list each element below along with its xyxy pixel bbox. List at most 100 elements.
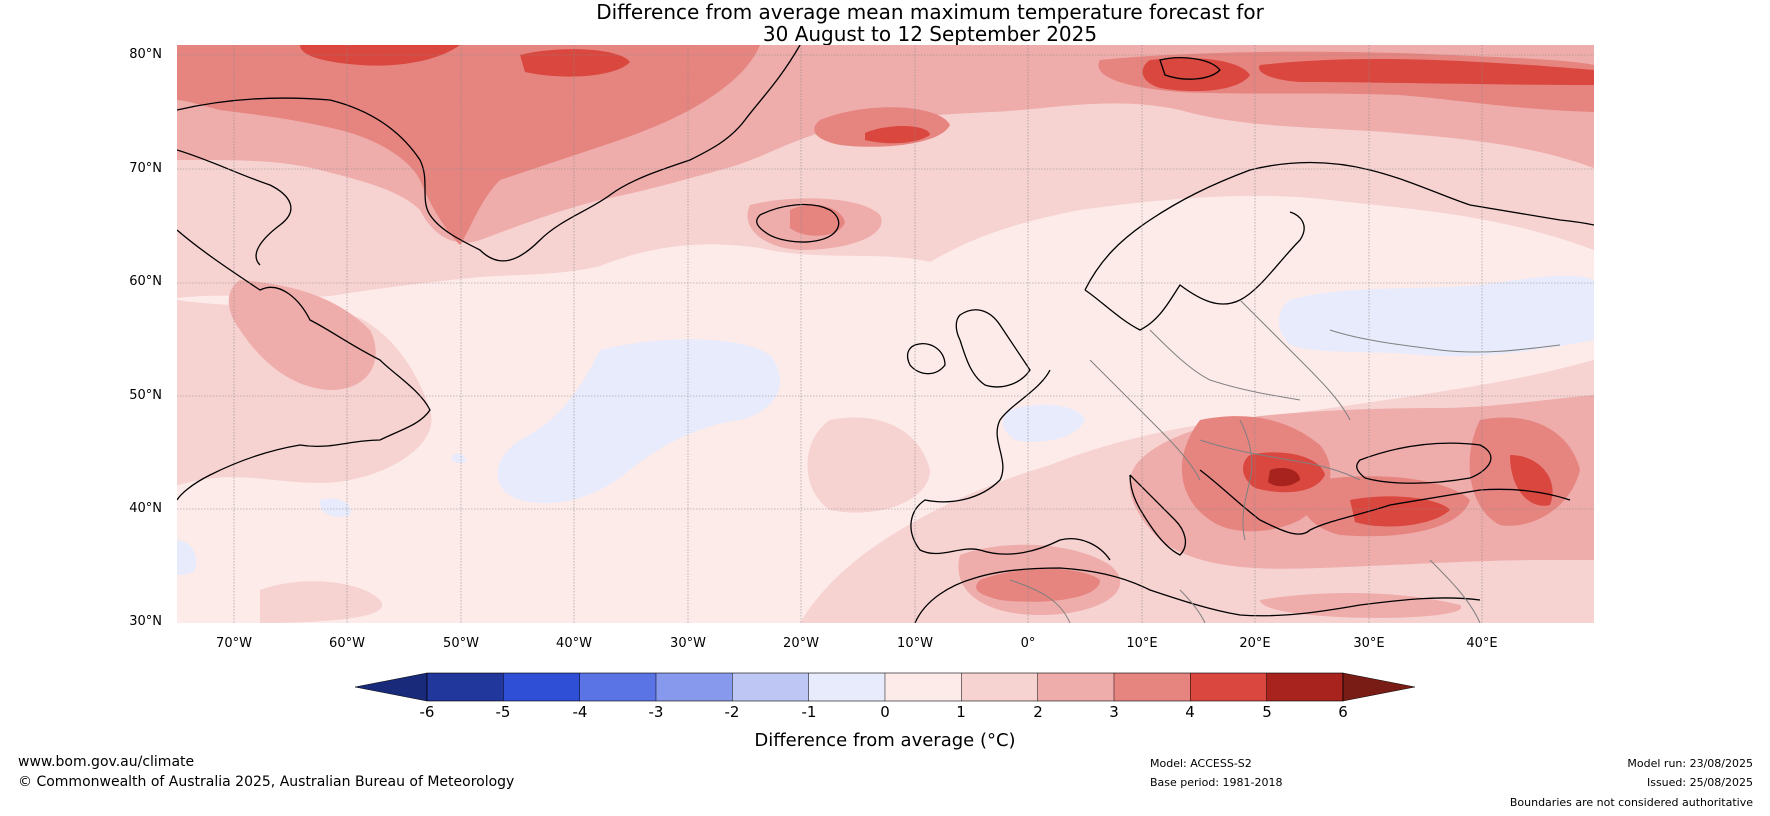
- anomaly-zone-2-3-labrador: [228, 280, 376, 390]
- footer-website: www.bom.gov.au/climate: [18, 754, 195, 770]
- colorbar-segment--6-to--5: [427, 673, 504, 701]
- anomaly-zone-5-6-balkans: [1268, 468, 1300, 487]
- lat-label-40n: 40°N: [129, 501, 162, 516]
- anomaly-zone-3-4-iceland: [790, 204, 845, 236]
- colorbar-tick-neg2: -2: [724, 703, 740, 721]
- border-germany-poland: [1149, 329, 1301, 401]
- colorbar-tick-neg6: -6: [419, 703, 435, 721]
- colorbar-tick-0: 0: [880, 703, 890, 721]
- colorbar: [354, 672, 1416, 702]
- anomaly-zone-3-4-greenland-sea: [177, 45, 760, 245]
- lat-label-30n: 30°N: [129, 614, 162, 629]
- black-sea-coast: [1356, 442, 1492, 484]
- colorbar-tick-1: 1: [956, 703, 966, 721]
- country-borders: [1009, 299, 1561, 623]
- footer-issued: Issued: 25/08/2025: [1646, 776, 1753, 789]
- colorbar-tick-neg4: -4: [572, 703, 588, 721]
- footer-disclaimer: Boundaries are not considered authoritat…: [1509, 796, 1753, 809]
- greenland-coast: [177, 45, 801, 262]
- anomaly-zone-neg1-0-west-edge: [177, 540, 197, 575]
- colorbar-label: Difference from average (°C): [754, 730, 1016, 751]
- anomaly-zone-neg1-0-small-west: [319, 498, 351, 517]
- colorbar-tick-neg3: -3: [648, 703, 664, 721]
- colorbar-extend-over: [1342, 672, 1416, 702]
- lon-label-60w: 60°W: [329, 636, 365, 651]
- lon-label-40w: 40°W: [556, 636, 592, 651]
- scandinavia-south-coast: [1084, 211, 1305, 331]
- colorbar-tick-2: 2: [1033, 703, 1043, 721]
- colorbar-tick-5: 5: [1262, 703, 1272, 721]
- lon-label-20w: 20°W: [783, 636, 819, 651]
- iberia-france-coast: [910, 369, 1111, 561]
- baffin-coast: [177, 149, 292, 266]
- lon-label-10w: 10°W: [897, 636, 933, 651]
- footer-base-period: Base period: 1981-2018: [1150, 776, 1283, 789]
- iceland-coast: [756, 203, 840, 243]
- colorbar-segment-2-to-3: [1037, 673, 1115, 701]
- anomaly-zone-neg1-0-france: [1003, 404, 1085, 442]
- colorbar-segment--2-to--1: [732, 673, 810, 701]
- great-britain-coast: [955, 309, 1031, 388]
- colorbar-tick-3: 3: [1109, 703, 1119, 721]
- lat-label-80n: 80°N: [129, 47, 162, 62]
- lon-label-40e: 40°E: [1466, 636, 1498, 651]
- gridlines: [177, 45, 1594, 623]
- lon-label-30e: 30°E: [1353, 636, 1385, 651]
- colorbar-segment-1-to-2: [961, 673, 1039, 701]
- lon-label-70w: 70°W: [216, 636, 252, 651]
- footer-copyright: © Commonwealth of Australia 2025, Austra…: [18, 774, 515, 790]
- north-africa-coast: [914, 567, 1481, 623]
- colorbar-segment-5-to-6: [1266, 673, 1344, 701]
- lat-label-70n: 70°N: [129, 161, 162, 176]
- border-middle-east: [1429, 559, 1481, 623]
- border-balkans: [1199, 439, 1361, 481]
- anomaly-zone-4-5-iceland-sea: [865, 126, 930, 144]
- anomaly-zone-neg1-0-russia: [1278, 275, 1594, 357]
- lon-label-0: 0°: [1020, 636, 1036, 651]
- border-hungary-serbia: [1239, 419, 1253, 541]
- border-algeria-morocco: [1009, 579, 1071, 623]
- colorbar-tick-6: 6: [1338, 703, 1348, 721]
- colorbar-segment--1-to-0: [808, 673, 886, 701]
- lat-label-60n: 60°N: [129, 274, 162, 289]
- anomaly-zone-4-5-turkey: [1350, 496, 1450, 527]
- anomaly-zone-1-2-atlantic-south: [260, 581, 383, 623]
- border-france-germany: [1089, 359, 1201, 481]
- anomaly-zone-4-5-barents-east: [1259, 58, 1594, 85]
- footer-model: Model: ACCESS-S2: [1150, 757, 1252, 770]
- scandinavia-north-coast: [1084, 161, 1594, 291]
- lon-label-10e: 10°E: [1126, 636, 1158, 651]
- colorbar-tick-neg1: -1: [801, 703, 817, 721]
- border-russia: [1329, 329, 1561, 353]
- coastlines: [177, 45, 1594, 623]
- colorbar-segment-0-to-1: [884, 673, 962, 701]
- colorbar-segment--3-to--2: [655, 673, 733, 701]
- border-libya-tunisia: [1179, 589, 1206, 623]
- ireland-coast: [906, 343, 946, 375]
- colorbar-extend-under: [354, 672, 428, 702]
- colorbar-segment--5-to--4: [503, 673, 581, 701]
- svalbard-coast: [1159, 57, 1221, 80]
- map-title-line-1: Difference from average mean maximum tem…: [596, 0, 1264, 24]
- colorbar-tick-4: 4: [1185, 703, 1195, 721]
- balkans-turkey-coast: [1199, 469, 1571, 535]
- anomaly-field: [177, 45, 1594, 623]
- anomaly-zone-1-2-iberia: [807, 417, 930, 513]
- anomaly-zone-4-5-fram-strait: [520, 49, 630, 77]
- lat-label-50n: 50°N: [129, 388, 162, 403]
- footer-model-run: Model run: 23/08/2025: [1627, 757, 1753, 770]
- border-baltics: [1239, 299, 1351, 421]
- anomaly-zone-neg1-0-atlantic: [497, 339, 780, 504]
- anomaly-zone-3-4-sahara: [976, 568, 1100, 602]
- colorbar-tick-neg5: -5: [495, 703, 511, 721]
- anomaly-zone-neg1-0-tiny: [451, 453, 466, 464]
- colorbar-segment-4-to-5: [1190, 673, 1268, 701]
- labrador-coast: [177, 229, 431, 501]
- lon-label-50w: 50°W: [443, 636, 479, 651]
- anomaly-zone-4-5-greenland-north: [300, 45, 460, 66]
- lon-label-20e: 20°E: [1239, 636, 1271, 651]
- colorbar-segment--4-to--3: [579, 673, 657, 701]
- italy-coast: [1129, 474, 1187, 556]
- lon-label-30w: 30°W: [670, 636, 706, 651]
